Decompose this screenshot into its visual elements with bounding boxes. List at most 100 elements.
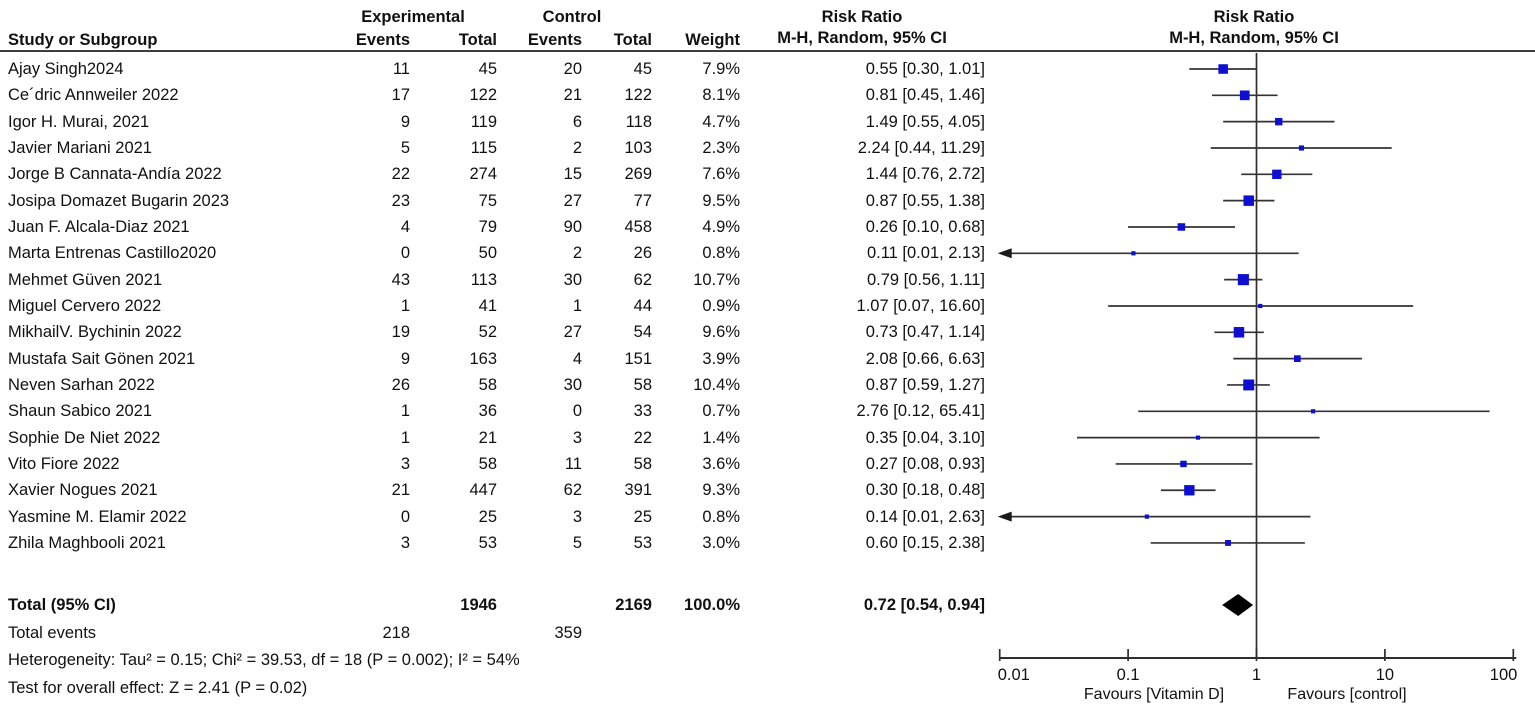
risk-ratio-ci-value: 0.55 [0.30, 1.01] bbox=[865, 60, 985, 78]
ctrl-events-value: 21 bbox=[563, 86, 582, 105]
exp-events-value: 1 bbox=[400, 402, 410, 421]
exp-total-value: 50 bbox=[478, 244, 497, 263]
effect-square bbox=[1218, 64, 1228, 74]
table-row: Miguel Cervero 2022 1 41 1 44 0.9% 1.07 … bbox=[0, 293, 985, 319]
pooled-diamond bbox=[1222, 594, 1254, 616]
weight-value: 9.3% bbox=[702, 481, 740, 500]
ctrl-events-value: 62 bbox=[563, 481, 582, 500]
risk-ratio-ci-value: 0.30 [0.18, 0.48] bbox=[865, 481, 985, 500]
weight-value: 3.9% bbox=[702, 349, 740, 368]
exp-total-value: 274 bbox=[469, 165, 497, 184]
exp-total-value: 113 bbox=[470, 270, 497, 289]
ctrl-events-value: 3 bbox=[572, 428, 582, 447]
weight-value: 9.5% bbox=[702, 191, 740, 210]
table-row: Zhila Maghbooli 2021 3 53 5 53 3.0% 0.60… bbox=[0, 530, 985, 556]
ctrl-total-value: 26 bbox=[633, 244, 652, 263]
effect-square bbox=[1239, 90, 1250, 101]
col-exp-total: Total bbox=[458, 31, 497, 49]
table-row: Ajay Singh2024 11 45 20 45 7.9% 0.55 [0.… bbox=[0, 56, 985, 82]
exp-events-value: 1 bbox=[400, 296, 410, 315]
table-row: Jorge B Cannata-Andía 2022 22 274 15 269… bbox=[0, 161, 985, 187]
col-study-or-subgroup: Study or Subgroup bbox=[8, 31, 158, 49]
exp-events-value: 9 bbox=[400, 112, 410, 131]
risk-ratio-ci-value: 0.73 [0.47, 1.14] bbox=[865, 323, 985, 342]
heterogeneity-stats: Heterogeneity: Tau² = 0.15; Chi² = 39.53… bbox=[8, 651, 520, 669]
exp-events-value: 3 bbox=[400, 454, 410, 473]
effect-square bbox=[1131, 251, 1136, 256]
ctrl-total-value: 25 bbox=[633, 507, 652, 526]
study-name: Yasmine M. Elamir 2022 bbox=[8, 507, 187, 526]
effect-square bbox=[1298, 145, 1305, 151]
table-row: Vito Fiore 2022 3 58 11 58 3.6% 0.27 [0.… bbox=[0, 451, 985, 477]
table-row: Ce´dric Annweiler 2022 17 122 21 122 8.1… bbox=[0, 82, 985, 108]
study-name: Javier Mariani 2021 bbox=[8, 138, 152, 157]
risk-ratio-ci-value: 0.14 [0.01, 2.63] bbox=[865, 507, 985, 526]
exp-total-value: 41 bbox=[478, 296, 497, 315]
col-ctrl-total: Total bbox=[613, 31, 652, 49]
exp-events-value: 19 bbox=[391, 323, 410, 342]
risk-ratio-ci-value: 0.81 [0.45, 1.46] bbox=[865, 86, 985, 105]
ctrl-total-value: 118 bbox=[625, 112, 652, 131]
table-row: Neven Sarhan 2022 26 58 30 58 10.4% 0.87… bbox=[0, 372, 985, 398]
ctrl-events-value: 11 bbox=[564, 454, 582, 473]
experimental-group-header: Experimental bbox=[361, 8, 465, 26]
table-row: Juan F. Alcala-Diaz 2021 4 79 90 458 4.9… bbox=[0, 214, 985, 240]
control-group-header: Control bbox=[542, 8, 602, 26]
risk-ratio-plot-header: Risk Ratio bbox=[1213, 8, 1295, 26]
ctrl-total-value: 53 bbox=[633, 533, 652, 552]
exp-events-value: 5 bbox=[400, 138, 410, 157]
ctrl-total-value: 45 bbox=[633, 60, 652, 78]
effect-square bbox=[1184, 485, 1195, 496]
ctrl-total-value: 269 bbox=[624, 165, 652, 184]
effect-square bbox=[1243, 379, 1255, 391]
study-name: Josipa Domazet Bugarin 2023 bbox=[8, 191, 230, 210]
risk-ratio-ci-value: 2.24 [0.44, 11.29] bbox=[857, 138, 985, 157]
exp-total-value: 115 bbox=[470, 138, 497, 157]
exp-total-value: 45 bbox=[478, 60, 497, 78]
table-row: MikhailV. Bychinin 2022 19 52 27 54 9.6%… bbox=[0, 319, 985, 345]
mh-random-ci-text-header: M-H, Random, 95% CI bbox=[777, 29, 947, 47]
weight-value: 0.8% bbox=[702, 507, 740, 526]
exp-events-value: 3 bbox=[400, 533, 410, 552]
col-ctrl-events: Events bbox=[527, 31, 582, 49]
exp-total-value: 122 bbox=[469, 86, 497, 105]
exp-events-value: 0 bbox=[400, 507, 410, 526]
risk-ratio-ci-value: 2.08 [0.66, 6.63] bbox=[865, 349, 985, 368]
ctrl-total-value: 58 bbox=[633, 375, 652, 394]
effect-square bbox=[1258, 303, 1263, 309]
risk-ratio-ci-value: 0.11 [0.01, 2.13] bbox=[866, 244, 985, 263]
exp-events-value: 0 bbox=[400, 244, 410, 263]
table-row: Mustafa Sait Gönen 2021 9 163 4 151 3.9%… bbox=[0, 346, 985, 372]
effect-square bbox=[1180, 460, 1187, 468]
ctrl-total-value: 44 bbox=[633, 296, 652, 315]
effect-square bbox=[1243, 195, 1254, 206]
total-exp-total: 1946 bbox=[460, 596, 497, 614]
axis-tick-label: 0.01 bbox=[998, 666, 1030, 684]
weight-value: 8.1% bbox=[702, 86, 740, 105]
table-row: Yasmine M. Elamir 2022 0 25 3 25 0.8% 0.… bbox=[0, 504, 985, 530]
weight-value: 2.3% bbox=[702, 138, 740, 157]
study-name: Mustafa Sait Gönen 2021 bbox=[8, 349, 196, 368]
total-row: Total (95% CI) 1946 2169 100.0% 0.72 [0.… bbox=[0, 592, 985, 618]
risk-ratio-ci-value: 0.87 [0.59, 1.27] bbox=[865, 375, 985, 394]
ctrl-events-value: 2 bbox=[572, 138, 582, 157]
table-row: Marta Entrenas Castillo2020 0 50 2 26 0.… bbox=[0, 240, 985, 266]
ctrl-events-value: 1 bbox=[572, 296, 582, 315]
effect-square bbox=[1177, 223, 1186, 231]
table-row: Sophie De Niet 2022 1 21 3 22 1.4% 0.35 … bbox=[0, 425, 985, 451]
ctrl-events-value: 2 bbox=[572, 244, 582, 263]
total-label: Total (95% CI) bbox=[8, 596, 116, 614]
ctrl-total-value: 122 bbox=[624, 86, 652, 105]
exp-events-value: 11 bbox=[392, 60, 410, 78]
total-events-row: Total events 218 359 bbox=[0, 620, 582, 646]
exp-total-value: 447 bbox=[469, 481, 497, 500]
total-events-exp: 218 bbox=[382, 624, 410, 642]
left-arrow-icon bbox=[997, 511, 1012, 522]
exp-total-value: 21 bbox=[478, 428, 497, 447]
ctrl-total-value: 58 bbox=[633, 454, 652, 473]
risk-ratio-ci-value: 1.07 [0.07, 16.60] bbox=[856, 296, 985, 315]
axis-tick-label: 0.1 bbox=[1117, 666, 1140, 684]
study-name: Sophie De Niet 2022 bbox=[8, 428, 161, 447]
study-name: Jorge B Cannata-Andía 2022 bbox=[8, 165, 222, 184]
table-row: Josipa Domazet Bugarin 2023 23 75 27 77 … bbox=[0, 188, 985, 214]
